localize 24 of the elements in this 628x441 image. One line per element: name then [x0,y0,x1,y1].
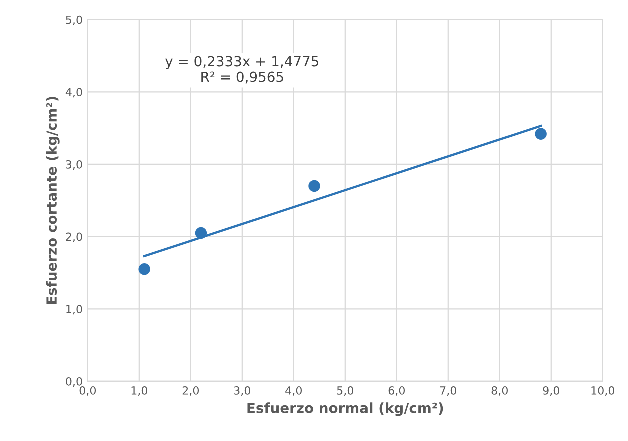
y-tick-label: 4,0 [66,88,82,98]
y-tick-label: 5,0 [66,16,82,26]
point [535,128,547,140]
x-tick-label: 10,0 [592,386,615,396]
x-tick-label: 2,0 [182,386,200,396]
x-tick-label: 6,0 [388,386,405,396]
point [138,264,150,276]
x-axis-title: Esfuerzo normal (kg/cm²) [248,402,444,416]
point [308,180,320,192]
x-tick-label: 0,0 [80,386,96,396]
y-tick-label: 1,0 [66,305,82,315]
x-tick-label: 5,0 [337,386,354,396]
x-tick-label: 1,0 [132,386,148,396]
annotation: y = 0,2333x + 1,4775 R² = 0,9565 [166,56,318,84]
y-tick-label: 3,0 [66,160,82,170]
y-tick-label: 2,0 [66,232,82,242]
point [195,227,208,240]
y-tick-label: 0,0 [66,377,82,387]
x-tick-label: 3,0 [234,386,251,396]
x-tick-label: 9,0 [543,386,560,396]
y-axis-title: Esfuerzo cortante (kg/cm²) [46,97,60,304]
x-tick-label: 4,0 [286,386,302,396]
x-tick-label: 8,0 [492,386,508,396]
x-tick-label: 7,0 [440,386,456,396]
